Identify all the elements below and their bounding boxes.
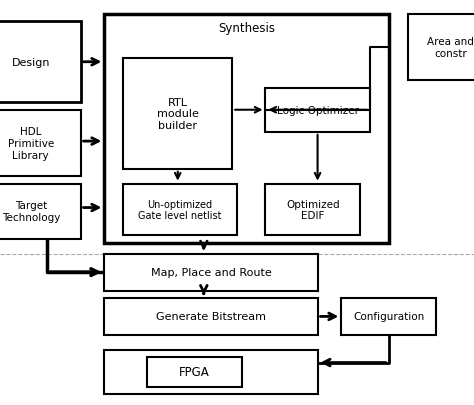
FancyBboxPatch shape: [341, 298, 436, 335]
FancyBboxPatch shape: [104, 254, 318, 291]
FancyBboxPatch shape: [123, 184, 237, 236]
Text: Un-optimized
Gate level netlist: Un-optimized Gate level netlist: [138, 199, 222, 221]
FancyBboxPatch shape: [104, 298, 318, 335]
Text: FPGA: FPGA: [179, 365, 210, 378]
FancyBboxPatch shape: [0, 111, 81, 177]
Text: Generate Bitstream: Generate Bitstream: [156, 312, 266, 322]
Text: HDL
Primitive
Library: HDL Primitive Library: [8, 127, 54, 160]
Text: Logic Optimizer: Logic Optimizer: [277, 105, 358, 115]
FancyBboxPatch shape: [104, 15, 389, 243]
FancyBboxPatch shape: [0, 184, 81, 239]
Text: Optimized
EDIF: Optimized EDIF: [286, 199, 340, 221]
FancyBboxPatch shape: [104, 350, 318, 394]
FancyBboxPatch shape: [265, 88, 370, 132]
FancyBboxPatch shape: [123, 59, 232, 169]
Text: Area and
constr: Area and constr: [427, 37, 474, 59]
Text: Design: Design: [11, 58, 50, 68]
FancyBboxPatch shape: [0, 22, 81, 103]
Text: RTL
module
builder: RTL module builder: [157, 98, 199, 131]
FancyBboxPatch shape: [147, 357, 242, 387]
FancyBboxPatch shape: [408, 15, 474, 81]
Text: Map, Place and Route: Map, Place and Route: [151, 267, 271, 277]
Text: Target
Technology: Target Technology: [1, 201, 60, 222]
Text: Configuration: Configuration: [353, 312, 424, 322]
Text: Synthesis: Synthesis: [218, 22, 275, 35]
FancyBboxPatch shape: [265, 184, 360, 236]
